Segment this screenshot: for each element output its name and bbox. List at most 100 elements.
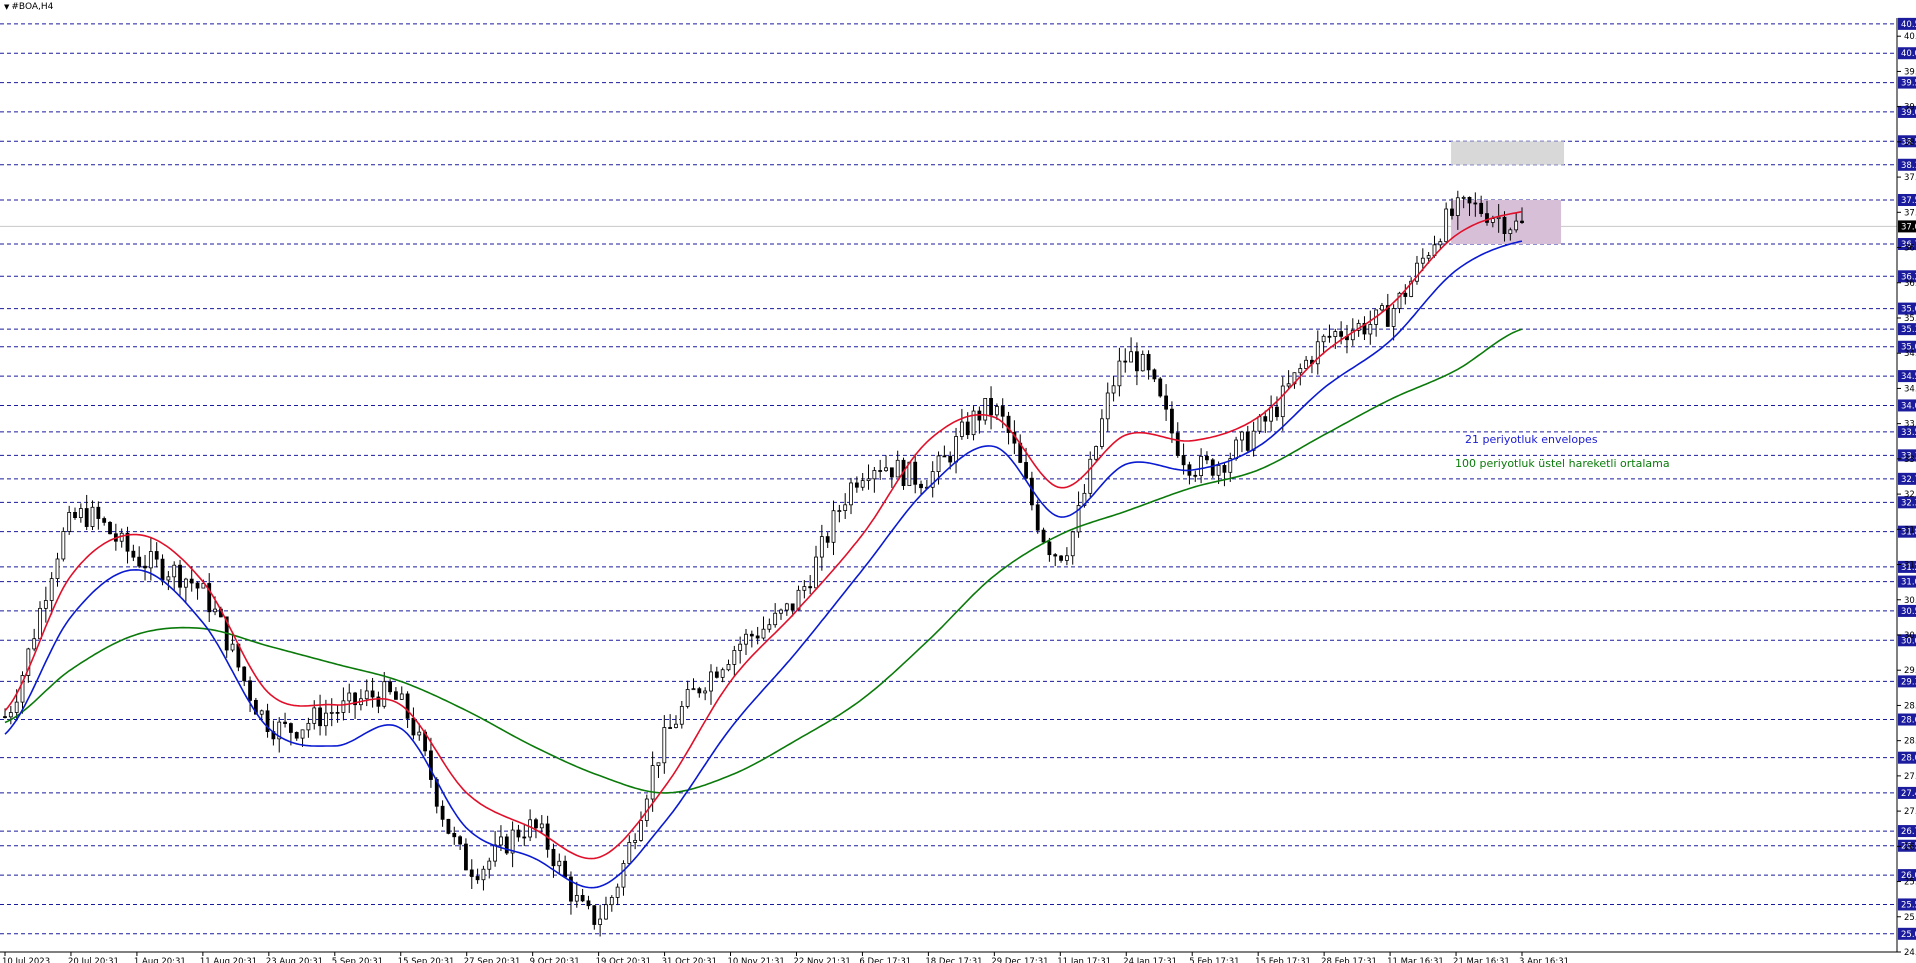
candle-body [586,900,591,907]
candle-body [335,711,340,714]
candle-body [440,805,445,820]
level-label-bg [1898,560,1916,573]
candle-body [43,600,48,609]
candle-body [656,762,661,766]
candle-body [1117,360,1122,387]
candle-body [1065,555,1069,561]
candle-body [849,482,853,506]
candle-body [1006,415,1011,433]
candle-body [1228,458,1233,473]
level-label-bg [1898,839,1916,852]
indicator-lines [4,210,1523,889]
candle-body [277,721,282,740]
candle-body [1304,359,1309,369]
candle-body [131,550,136,558]
level-label-bg [1898,47,1916,60]
candle-body [1269,406,1274,422]
candle-body [399,693,404,700]
level-label-bg [1898,825,1916,838]
candle-body [1100,418,1104,447]
level-label: 31.25 [1901,563,1916,573]
candle-body [1035,504,1040,531]
level-label-bg [1898,340,1916,353]
candle-body [265,710,270,732]
candle-body [172,564,177,578]
candle-body [55,558,60,580]
candle-body [148,551,153,569]
level-label: 26.75 [1901,827,1916,837]
level-label: 26.50 [1901,842,1916,852]
level-label: 36.75 [1901,240,1916,250]
candle-body [26,648,31,676]
x-tick-label: 10 Nov 21:31 [728,957,785,963]
candle-body [709,671,713,692]
candle-body [493,844,498,862]
candle-body [674,723,678,728]
candle-body [78,508,83,518]
candle-body [499,836,503,846]
candle-body [1000,406,1005,417]
candle-body [971,410,976,436]
candle-body [1321,335,1326,343]
candle-body [504,836,509,854]
candle-body [318,707,322,727]
level-label-bg [1898,302,1916,315]
candle-body [178,564,182,588]
candle-body [948,455,953,463]
candle-body [324,712,328,727]
candle-body [1140,353,1145,372]
x-tick-label: 23 Aug 20:31 [266,957,323,963]
candle-body [300,729,305,739]
x-tick-label: 1 Aug 20:31 [134,957,186,963]
x-tick-label: 31 Oct 20:31 [662,957,717,963]
level-label-bg [1898,869,1916,882]
candle-body [522,836,527,839]
candle-body [942,455,947,458]
level-label-bg [1898,158,1916,171]
candle-body [294,732,299,739]
candle-body [1210,459,1215,476]
y-tick-label: 25.89 [1904,878,1916,888]
level-label-bg [1898,76,1916,89]
candle-body [1467,196,1472,204]
candle-body [1257,416,1262,432]
candle-body [1041,529,1046,543]
x-tick-label: 22 Nov 21:31 [793,957,850,963]
triangle-down-icon[interactable]: ▼ [4,3,10,11]
level-label: 30.00 [1901,636,1916,646]
candle-body [866,478,871,482]
candle-body [1059,555,1063,561]
candle-body [1076,505,1081,533]
y-tick-label: 34.89 [1904,349,1916,359]
candle-body [569,876,573,902]
candle-body [1450,208,1454,216]
candle-body [913,461,918,485]
level-label: 35.65 [1901,305,1916,315]
x-tick-label: 15 Sep 20:31 [398,957,455,963]
candle-body [1175,432,1180,456]
candle-body [1397,292,1402,309]
candle-body [283,721,287,724]
y-tick-label: 31.89 [1904,525,1916,535]
candle-body [160,558,165,581]
y-tick-label: 36.09 [1904,279,1916,289]
level-label: 37.50 [1901,196,1916,206]
candle-body [1135,351,1139,372]
candle-body [755,635,760,639]
level-label: 25.50 [1901,900,1916,910]
y-tick-label: 35.49 [1904,314,1916,324]
candle-body [539,823,544,829]
candle-body [819,536,824,558]
candle-body [1234,439,1239,460]
candle-body [779,609,783,614]
y-tick-label: 33.69 [1904,420,1916,430]
candle-body [429,750,433,780]
candle-body [720,669,725,678]
candle-body [691,688,696,691]
candle-body [166,576,171,581]
x-tick-label: 27 Sep 20:31 [464,957,521,963]
candle-body [580,895,585,902]
candle-body [1170,408,1174,434]
y-tick-label: 33.09 [1904,455,1916,465]
